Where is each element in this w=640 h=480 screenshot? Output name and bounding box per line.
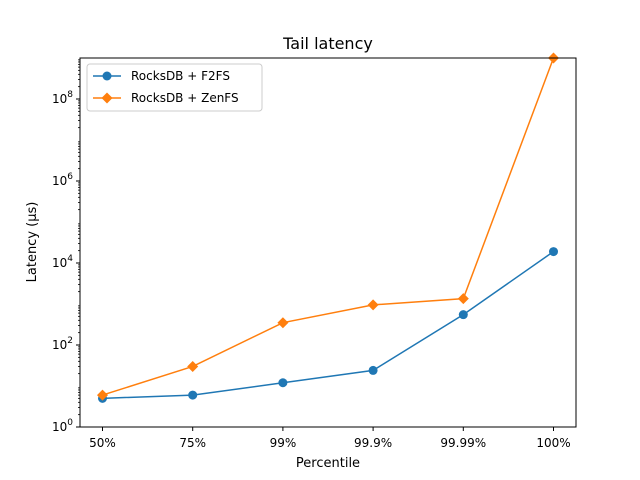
x-tick-label: 99.99%: [440, 436, 486, 450]
plot-frame: [79, 57, 577, 428]
x-tick-label: 50%: [89, 436, 116, 450]
data-point: [457, 293, 469, 305]
data-point: [367, 299, 379, 311]
data-point: [549, 247, 558, 257]
legend-label: RocksDB + ZenFS: [131, 91, 239, 105]
legend: RocksDB + F2FS RocksDB + ZenFS: [86, 63, 263, 112]
legend-marker: [101, 92, 113, 104]
series-line: [102, 57, 555, 396]
x-tick-label: 100%: [536, 436, 570, 450]
data-point: [278, 378, 288, 388]
y-tick-label: 100: [52, 418, 73, 434]
y-tick-label: 102: [52, 336, 73, 352]
data-point: [368, 365, 378, 375]
legend-items: RocksDB + F2FS RocksDB + ZenFS: [93, 69, 239, 105]
series-layer: [97, 52, 559, 403]
legend-label: RocksDB + F2FS: [131, 69, 230, 83]
x-axis-label: Percentile: [296, 456, 360, 471]
data-point: [277, 317, 289, 329]
x-tick-label: 75%: [179, 436, 206, 450]
legend-marker: [102, 71, 112, 81]
series-line: [102, 250, 554, 400]
y-tick-label: 104: [52, 254, 73, 270]
x-tick-label: 99%: [270, 436, 297, 450]
y-tick-label: 106: [52, 172, 73, 188]
chart-title: Tail latency: [282, 34, 373, 53]
data-point: [458, 310, 468, 320]
data-point: [97, 389, 108, 401]
x-tick-label: 99.9%: [354, 436, 392, 450]
y-tick-label: 108: [52, 90, 73, 106]
legend-box: [86, 63, 263, 112]
y-axis-ticks: 100 102 104 106 108: [52, 59, 80, 434]
y-axis-label: Latency (μs): [25, 202, 40, 283]
x-axis-ticks: 50% 75% 99% 99.9% 99.99% 100%: [89, 427, 571, 450]
data-point: [187, 360, 199, 372]
data-point: [188, 390, 198, 400]
